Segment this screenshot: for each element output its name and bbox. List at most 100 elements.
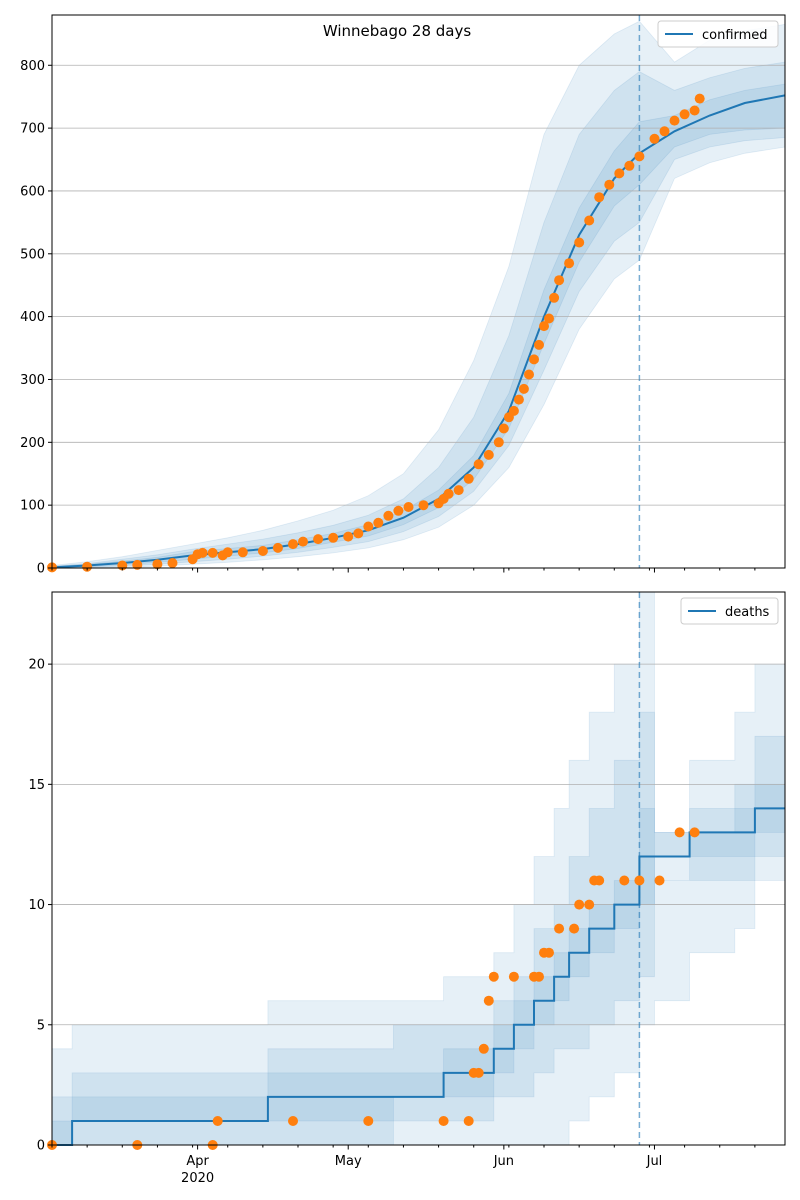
confirmed-y-tick-label: 700 xyxy=(20,122,45,137)
deaths-observed-point xyxy=(508,971,519,982)
confirmed-observed-point xyxy=(584,215,595,226)
deaths-uncertainty-bands xyxy=(51,591,786,1146)
confirmed-y-tick-label: 100 xyxy=(20,499,45,514)
deaths-observed-point xyxy=(654,875,665,886)
deaths-median-line xyxy=(52,807,785,1146)
confirmed-observed-point xyxy=(393,505,404,516)
confirmed-observed-point xyxy=(473,459,484,470)
confirmed-observed-point xyxy=(82,561,93,572)
confirmed-y-tick-label: 400 xyxy=(20,310,45,325)
deaths-observed-point xyxy=(363,1116,374,1126)
confirmed-observed-point xyxy=(343,531,354,542)
deaths-observed-point xyxy=(534,971,544,982)
deaths-x-tick-label: Jul xyxy=(646,1154,663,1169)
confirmed-observed-point xyxy=(604,179,615,190)
confirmed-observed-point xyxy=(534,339,544,350)
confirmed-observed-point xyxy=(152,559,163,570)
confirmed-observed-point xyxy=(483,449,494,460)
confirmed-observed-point xyxy=(513,394,524,405)
confirmed-y-tick-label: 600 xyxy=(20,184,45,199)
deaths-observed-point xyxy=(584,899,595,910)
deaths-observed-point xyxy=(619,875,630,886)
deaths-observed-point xyxy=(544,947,554,958)
deaths-legend: deaths xyxy=(680,597,779,625)
deaths-observed-point xyxy=(463,1116,474,1126)
confirmed-observed-point xyxy=(132,559,143,570)
confirmed-observed-point xyxy=(418,500,429,511)
deaths-observed-points xyxy=(47,827,700,1150)
confirmed-observed-point xyxy=(443,488,454,499)
confirmed-observed-point xyxy=(594,192,605,203)
confirmed-y-tick-label: 200 xyxy=(20,436,45,451)
confirmed-observed-point xyxy=(574,237,585,248)
deaths-x-tick-label: May xyxy=(335,1154,362,1169)
deaths-y-tick-label: 5 xyxy=(37,1018,45,1033)
confirmed-y-tick-label: 300 xyxy=(20,373,45,388)
confirmed-observed-point xyxy=(328,532,339,543)
confirmed-observed-point xyxy=(554,275,565,286)
confirmed-y-tick-label: 0 xyxy=(37,562,45,577)
confirmed-legend-box xyxy=(657,20,779,48)
deaths-observed-point xyxy=(473,1067,484,1078)
confirmed-observed-point xyxy=(694,93,705,104)
confirmed-observed-point xyxy=(649,133,660,144)
confirmed-observed-point xyxy=(272,542,283,553)
confirmed-observed-point xyxy=(403,502,414,512)
confirmed-observed-point xyxy=(288,539,298,550)
confirmed-observed-point xyxy=(453,485,464,496)
confirmed-observed-point xyxy=(383,510,394,521)
confirmed-observed-point xyxy=(493,437,504,448)
confirmed-observed-point xyxy=(669,115,680,126)
deaths-observed-point xyxy=(483,995,494,1006)
confirmed-x-axis xyxy=(51,568,756,573)
deaths-plot-frame xyxy=(51,591,786,1146)
confirmed-observed-point xyxy=(689,105,700,116)
confirmed-y-tick-label: 500 xyxy=(20,247,45,262)
confirmed-uncertainty-bands xyxy=(51,20,786,569)
confirmed-observed-point xyxy=(564,258,575,269)
confirmed-legend-label: confirmed xyxy=(702,28,768,43)
deaths-y-tick-label: 0 xyxy=(37,1139,45,1154)
deaths-x-tick-label: Jun xyxy=(493,1154,514,1169)
confirmed-observed-points xyxy=(47,93,705,573)
deaths-observed-point xyxy=(689,827,700,838)
confirmed-observed-point xyxy=(524,369,534,380)
deaths-model-line xyxy=(52,807,785,1146)
confirmed-observed-point xyxy=(463,473,474,484)
deaths-y-axis: 0 5 10 15 20 xyxy=(28,658,52,1154)
confirmed-observed-point xyxy=(529,354,539,365)
confirmed-observed-point xyxy=(207,547,218,558)
confirmed-observed-point xyxy=(313,534,324,545)
figure-title: Winnebago 28 days xyxy=(323,22,472,40)
confirmed-observed-point xyxy=(544,313,554,324)
confirmed-observed-point xyxy=(237,547,248,558)
deaths-observed-point xyxy=(438,1116,449,1126)
deaths-observed-point xyxy=(674,827,685,838)
deaths-observed-point xyxy=(288,1116,298,1126)
confirmed-y-axis: 0 100 200 300 400 500 600 700 800 xyxy=(20,59,52,577)
deaths-x-axis: Apr 2020 May Jun Jul xyxy=(51,1145,756,1186)
confirmed-observed-point xyxy=(353,528,364,539)
deaths-legend-label: deaths xyxy=(725,605,770,620)
confirmed-observed-point xyxy=(508,405,519,416)
deaths-observed-point xyxy=(569,923,580,934)
confirmed-observed-point xyxy=(539,321,549,332)
deaths-chart: 0 5 10 15 20 Apr 2020 May Jun Jul deaths xyxy=(28,591,786,1186)
deaths-y-tick-label: 15 xyxy=(28,778,45,793)
deaths-observed-point xyxy=(574,899,585,910)
confirmed-observed-point xyxy=(257,546,268,556)
confirmed-observed-point xyxy=(167,558,178,568)
confirmed-observed-point xyxy=(373,517,384,528)
deaths-observed-point xyxy=(478,1043,489,1054)
confirmed-observed-point xyxy=(298,536,308,547)
confirmed-observed-point xyxy=(659,126,670,137)
confirmed-legend: confirmed xyxy=(657,20,779,48)
deaths-observed-point xyxy=(594,875,605,886)
confirmed-observed-point xyxy=(634,151,645,162)
confirmed-observed-point xyxy=(498,423,509,434)
deaths-legend-box xyxy=(680,597,779,625)
deaths-y-tick-label: 20 xyxy=(28,658,45,673)
confirmed-observed-point xyxy=(614,168,625,179)
deaths-observed-point xyxy=(634,875,645,886)
confirmed-chart: 0 100 200 300 400 500 600 700 800 confirmed xyxy=(20,14,786,577)
